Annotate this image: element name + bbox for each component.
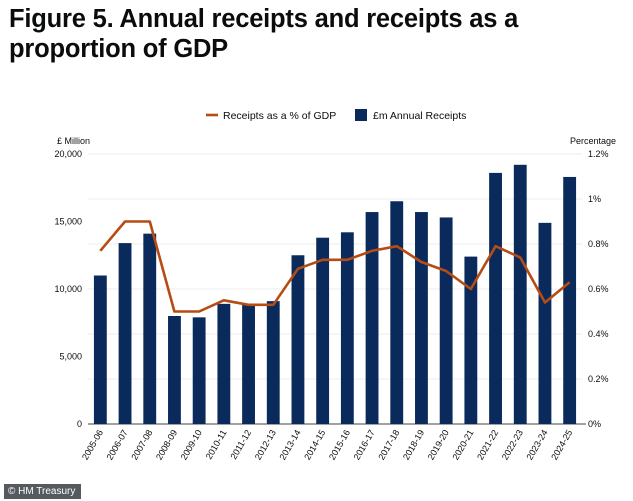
bar-series xyxy=(93,164,577,425)
x-tick-label: 2008-09 xyxy=(154,428,179,462)
bar-2006-07 xyxy=(118,243,132,424)
left-axis-label: £ Million xyxy=(57,136,90,146)
legend-label-bar: £m Annual Receipts xyxy=(373,110,466,122)
x-tick-label: 2022-23 xyxy=(500,428,525,462)
right-axis: Percentage 0% 0.2% 0.4% 0.6% 0.8% 1% 1.2% xyxy=(570,136,616,429)
x-tick-label: 2019-20 xyxy=(426,428,451,462)
x-tick-label: 2016-17 xyxy=(352,428,377,462)
bar-2022-23 xyxy=(513,164,527,425)
bar-2020-21 xyxy=(464,256,478,424)
bar-2011-12 xyxy=(242,303,255,424)
bar-2016-17 xyxy=(365,212,379,424)
chart-title: Figure 5. Annual receipts and receipts a… xyxy=(9,5,519,63)
bar-2010-11 xyxy=(217,303,231,424)
x-tick-label: 2010-11 xyxy=(204,428,229,461)
x-tick-label: 2009-10 xyxy=(179,428,204,462)
bar-2013-14 xyxy=(291,255,305,424)
bar-2007-08 xyxy=(143,233,157,424)
bar-2015-16 xyxy=(340,232,354,424)
left-tick-label: 20,000 xyxy=(54,149,82,159)
bar-2018-19 xyxy=(415,212,428,424)
right-tick-label: 0.2% xyxy=(588,374,609,384)
x-tick-label: 2015-16 xyxy=(327,428,352,462)
legend-label-line: Receipts as a % of GDP xyxy=(223,110,336,122)
line-receipts-pct-gdp xyxy=(99,220,571,313)
right-tick-label: 0% xyxy=(588,419,601,429)
x-tick-label: 2020-21 xyxy=(450,428,475,462)
bar-2014-15 xyxy=(316,237,330,424)
bar-2005-06 xyxy=(93,275,107,424)
left-tick-label: 0 xyxy=(77,419,82,429)
x-tick-label: 2012-13 xyxy=(253,428,278,462)
right-tick-label: 0.6% xyxy=(588,284,609,294)
bar-2017-18 xyxy=(390,201,404,424)
line-series xyxy=(99,220,571,313)
x-tick-label: 2013-14 xyxy=(278,428,303,462)
bar-2023-24 xyxy=(538,222,552,424)
x-tick-label: 2006-07 xyxy=(105,428,130,462)
left-axis: £ Million 0 5,000 10,000 15,000 20,000 xyxy=(54,136,90,429)
x-tick-label: 2011-12 xyxy=(228,428,253,461)
x-tick-label: 2024-25 xyxy=(549,428,574,462)
x-tick-label: 2017-18 xyxy=(376,428,401,462)
right-tick-label: 0.4% xyxy=(588,329,609,339)
left-tick-label: 10,000 xyxy=(54,284,82,294)
bar-2012-13 xyxy=(266,301,280,424)
bar-2019-20 xyxy=(439,217,453,424)
bar-2024-25 xyxy=(563,176,577,424)
legend-swatch-bar xyxy=(355,109,367,121)
x-axis: 2005-06 2006-07 2007-08 2008-09 2009-10 2010-… xyxy=(80,428,574,462)
bar-2008-09 xyxy=(168,316,181,424)
legend: Receipts as a % of GDP £m Annual Receipts xyxy=(206,109,466,122)
x-tick-label: 2007-08 xyxy=(129,428,154,462)
x-tick-label: 2018-19 xyxy=(401,428,426,462)
grid xyxy=(88,153,586,425)
x-tick-label: 2021-22 xyxy=(475,428,500,462)
left-tick-label: 15,000 xyxy=(54,217,82,227)
right-tick-label: 0.8% xyxy=(588,239,609,249)
x-tick-label: 2005-06 xyxy=(80,428,105,462)
right-tick-label: 1% xyxy=(588,194,601,204)
x-tick-label: 2023-24 xyxy=(525,428,550,462)
source-credit: © HM Treasury xyxy=(4,484,82,499)
x-tick-label: 2014-15 xyxy=(302,428,327,462)
right-axis-label: Percentage xyxy=(570,136,616,146)
left-tick-label: 5,000 xyxy=(59,352,82,362)
bar-2009-10 xyxy=(192,317,206,424)
bar-2021-22 xyxy=(489,172,502,424)
right-tick-label: 1.2% xyxy=(588,149,609,159)
